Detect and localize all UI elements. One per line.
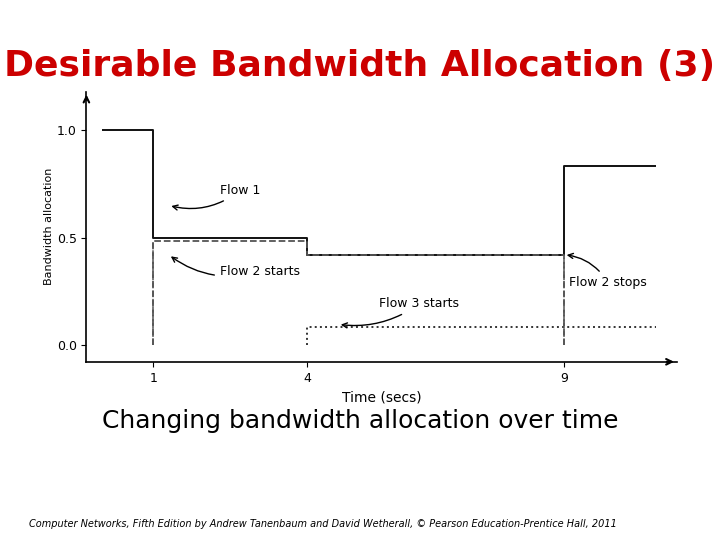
Text: Desirable Bandwidth Allocation (3): Desirable Bandwidth Allocation (3) — [4, 49, 716, 83]
Text: Flow 1: Flow 1 — [173, 184, 260, 210]
Y-axis label: Bandwidth allocation: Bandwidth allocation — [44, 168, 54, 286]
X-axis label: Time (secs): Time (secs) — [342, 390, 421, 404]
Text: Changing bandwidth allocation over time: Changing bandwidth allocation over time — [102, 409, 618, 433]
Text: Flow 2 starts: Flow 2 starts — [172, 257, 300, 278]
Text: Computer Networks, Fifth Edition by Andrew Tanenbaum and David Wetherall, © Pear: Computer Networks, Fifth Edition by Andr… — [29, 519, 616, 529]
Text: Flow 3 starts: Flow 3 starts — [342, 298, 459, 328]
Text: Flow 2 stops: Flow 2 stops — [568, 253, 647, 289]
